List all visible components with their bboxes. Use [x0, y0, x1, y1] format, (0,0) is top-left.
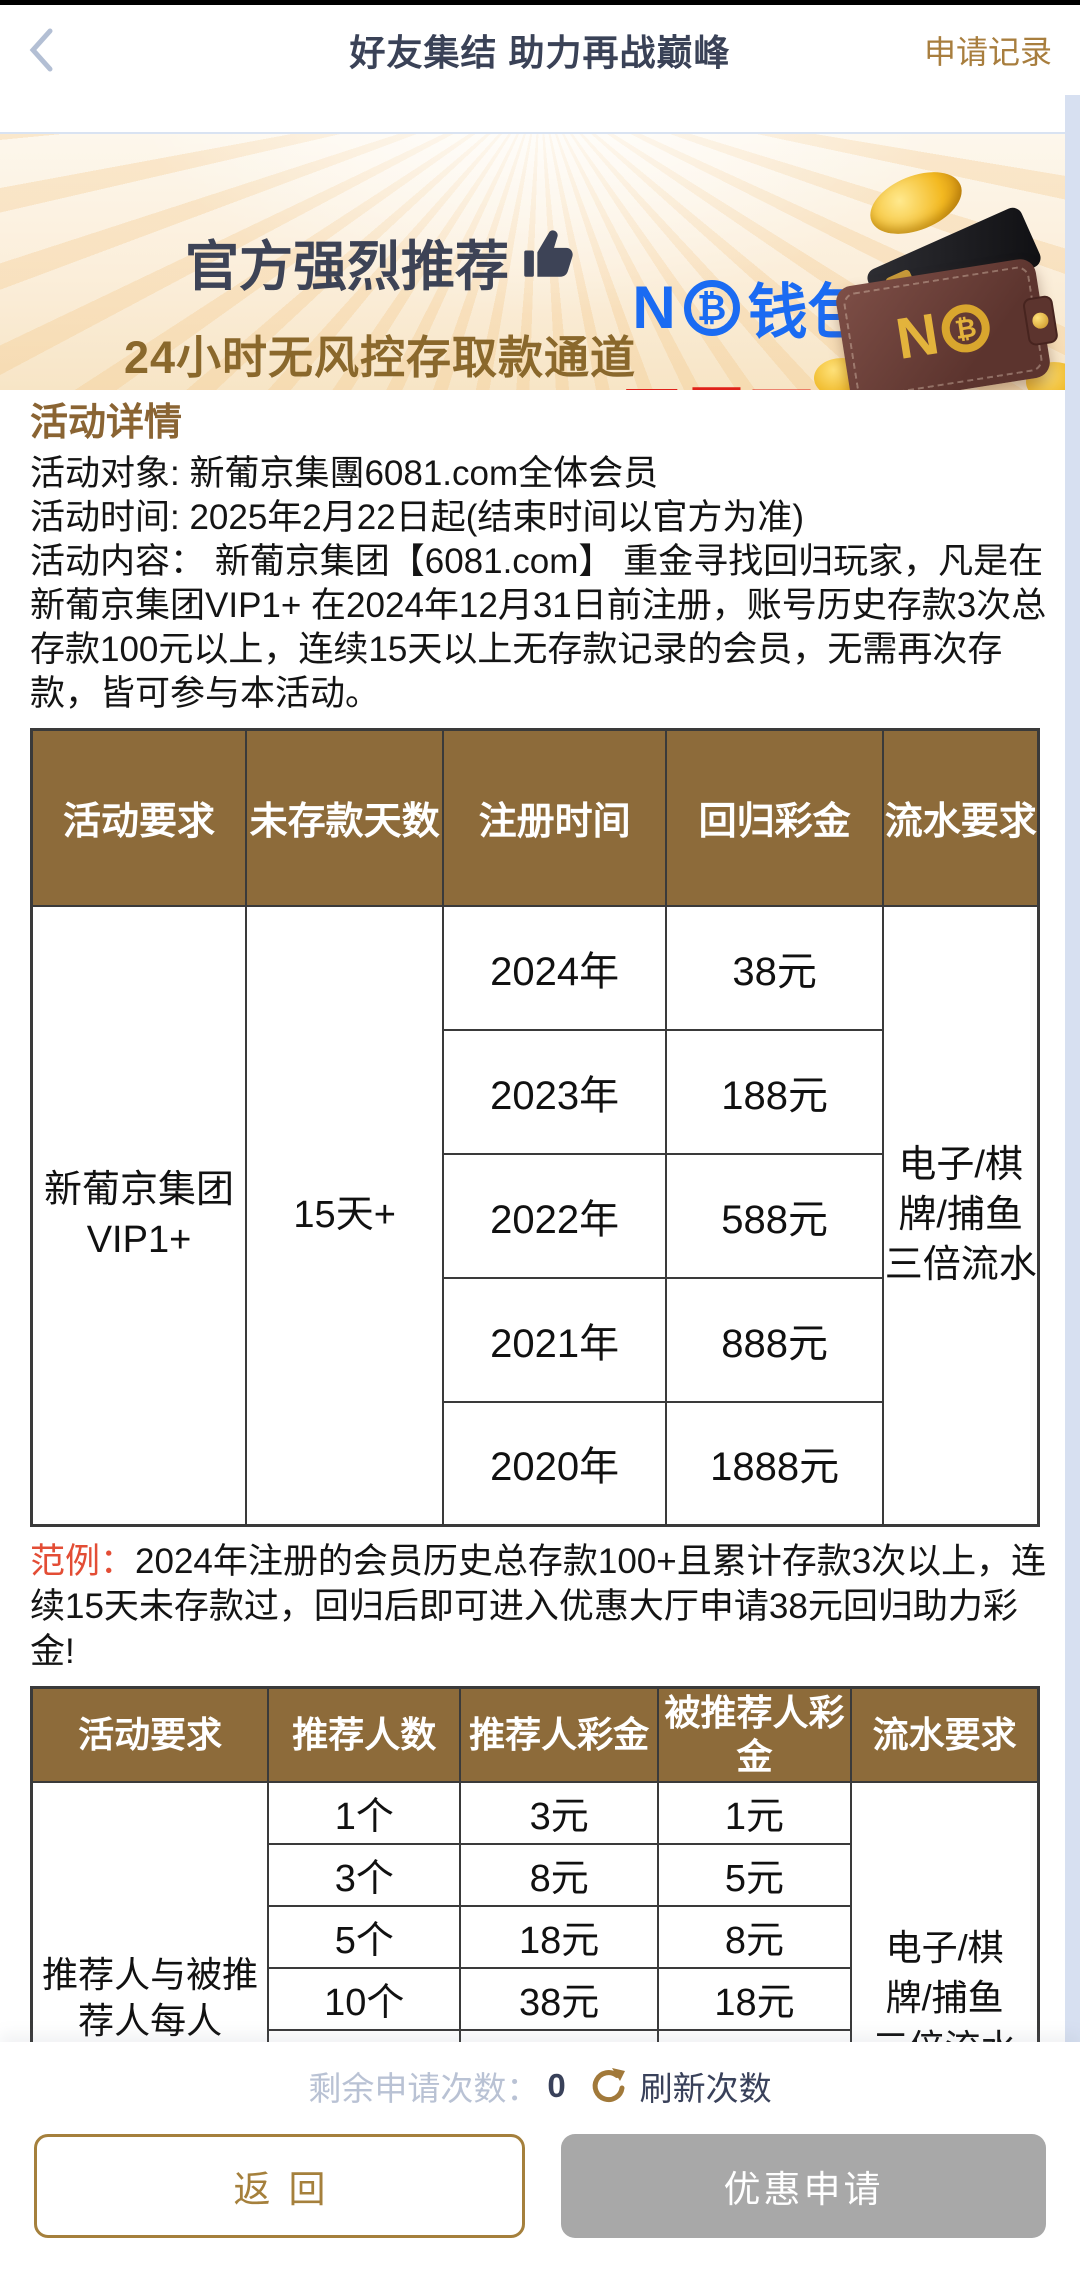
banner-channel-text: 24小时无风控存取款通道 [123, 332, 637, 383]
brand-n: N [632, 274, 676, 341]
no-download-text: 无需下载 [585, 367, 915, 390]
table2-count-cell: 3个 [267, 1842, 462, 1907]
table-row: 2021年 888元 [32, 1276, 1039, 1403]
table2-referrer-cell: 38元 [459, 1966, 659, 2031]
table2-referrer-cell: 3元 [459, 1780, 659, 1845]
table1-header-register-time: 注册时间 [442, 728, 667, 907]
footer-buttons: 返回 优惠申请 [0, 2110, 1080, 2238]
table1-bonus-cell: 888元 [664, 1276, 885, 1403]
table-row: 2022年 588元 [32, 1152, 1039, 1279]
promo-banner: 官方强烈推荐 24小时无风控存取款通道 N ₿ 钱包 无需下载 [0, 132, 1080, 390]
details-target: 活动对象: 新葡京集團6081.com全体会员 [30, 454, 659, 493]
app-header: 好友集结 助力再战巅峰 申请记录 [0, 5, 1080, 95]
table-row: 3个 8元 5元 [32, 1842, 1039, 1907]
table2-referee-cell: 18元 [656, 1966, 853, 2031]
example-text: 2024年注册的会员历史总存款100+且累计存款3次以上，连续15天未存款过，回… [30, 1542, 1047, 1671]
table2-referee-cell: 8元 [656, 1904, 853, 1969]
details-time: 活动时间: 2025年2月22日起(结束时间以官方为准) [30, 498, 805, 537]
wallet-button [1031, 311, 1050, 330]
table1-header-requirement: 活动要求 [30, 728, 247, 907]
back-button[interactable]: 返回 [34, 2134, 525, 2238]
table2-referee-cell: 1元 [656, 1780, 853, 1845]
scrollbar-track[interactable] [1065, 95, 1080, 2042]
apply-button[interactable]: 优惠申请 [561, 2134, 1046, 2238]
back-icon[interactable] [26, 27, 56, 73]
table2-header-referral-count: 推荐人数 [267, 1686, 462, 1783]
table1-header-bonus: 回归彩金 [664, 728, 885, 907]
refresh-count-link[interactable]: 刷新次数 [639, 2070, 772, 2107]
table1-days-cell: 15天+ [244, 904, 445, 1527]
banner-recommend-text: 官方强烈推荐 [185, 237, 509, 297]
table2-referrer-cell: 18元 [459, 1904, 659, 1969]
activity-details: 活动详情 活动对象: 新葡京集團6081.com全体会员 活动时间: 2025年… [30, 400, 1050, 716]
example-label: 范例： [30, 1542, 136, 1581]
top-black-bar [0, 0, 1080, 5]
table1-requirement-cell: 新葡京集团VIP1+ [30, 904, 247, 1527]
table-row: 2023年 188元 [32, 1028, 1039, 1155]
table1-year-cell: 2022年 [442, 1152, 667, 1279]
table1-year-cell: 2021年 [442, 1276, 667, 1403]
table2-header-turnover: 流水要求 [850, 1686, 1040, 1783]
return-bonus-table: 活动要求 未存款天数 注册时间 回归彩金 流水要求 新葡京集团VIP1+ 15天… [30, 728, 1040, 1527]
table1-header-days: 未存款天数 [244, 728, 445, 907]
remaining-count: 0 [547, 2067, 566, 2104]
wallet-graphic: N ₿ [814, 204, 1080, 390]
bitcoin-icon: ₿ [938, 300, 994, 356]
table1-turnover-cell: 电子/棋牌/捕鱼三倍流水 [882, 904, 1040, 1527]
table-row: 2020年 1888元 [32, 1400, 1039, 1527]
table1-bonus-cell: 1888元 [664, 1400, 885, 1527]
table-row: 10个 38元 18元 [32, 1966, 1039, 2031]
table-row: 5个 18元 8元 [32, 1904, 1039, 1969]
application-history-link[interactable]: 申请记录 [923, 34, 1052, 70]
table2-count-cell: 1个 [267, 1780, 462, 1845]
table2-referrer-cell: 8元 [459, 1842, 659, 1907]
table1-year-cell: 2024年 [442, 904, 667, 1031]
table2-count-cell: 10个 [267, 1966, 462, 2031]
table2-referee-cell: 5元 [656, 1842, 853, 1907]
table1-year-cell: 2023年 [442, 1028, 667, 1155]
table-row: 新葡京集团VIP1+ 15天+ 2024年 38元 电子/棋牌/捕鱼三倍流水 [30, 904, 1040, 1527]
page-title: 好友集结 助力再战巅峰 [349, 32, 731, 73]
refresh-icon[interactable] [588, 2065, 630, 2107]
table2-count-cell: 5个 [267, 1904, 462, 1969]
banner-left-text: 官方强烈推荐 24小时无风控存取款通道 [55, 222, 705, 386]
table1-header-turnover: 流水要求 [882, 728, 1040, 907]
table1-year-cell: 2020年 [442, 1400, 667, 1527]
remaining-count-row: 剩余申请次数： 0 刷新次数 [0, 2042, 1080, 2110]
nb-wallet-brand: N ₿ 钱包 [585, 264, 915, 351]
table-row: 推荐人与被推荐人每人 1个 3元 1元 电子/棋牌/捕鱼三倍流水 [30, 1780, 1040, 2217]
table2-header-referee-bonus: 被推荐人彩金 [656, 1686, 853, 1783]
table1-bonus-cell: 38元 [664, 904, 885, 1031]
table2-header-requirement: 活动要求 [30, 1686, 270, 1783]
table1-bonus-cell: 588元 [664, 1152, 885, 1279]
table1-bonus-cell: 188元 [664, 1028, 885, 1155]
example-note: 范例：2024年注册的会员历史总存款100+且累计存款3次以上，连续15天未存款… [30, 1539, 1050, 1674]
remaining-label: 剩余申请次数： [308, 2070, 540, 2107]
action-footer: 剩余申请次数： 0 刷新次数 返回 优惠申请 [0, 2042, 1080, 2274]
table2-header-referrer-bonus: 推荐人彩金 [459, 1686, 659, 1783]
details-content: 活动内容： 新葡京集团【6081.com】 重金寻找回归玩家，凡是在新葡京集团V… [30, 542, 1047, 713]
banner-right-text: N ₿ 钱包 无需下载 [585, 264, 915, 390]
wallet-strap [1021, 294, 1059, 347]
details-heading: 活动详情 [30, 402, 183, 444]
bitcoin-icon: ₿ [683, 279, 740, 336]
thumbs-up-icon [524, 229, 573, 277]
